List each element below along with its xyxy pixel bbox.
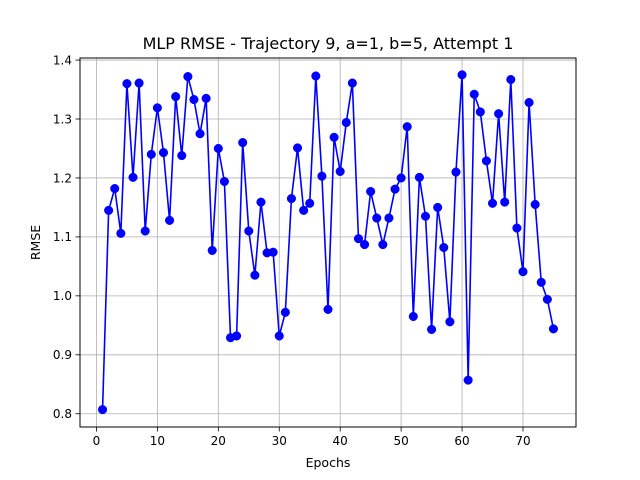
y-tick-label: 1.3	[53, 112, 72, 126]
data-point	[451, 167, 461, 177]
data-point	[146, 149, 156, 159]
y-axis-label: RMSE	[28, 225, 43, 260]
data-point	[360, 240, 370, 250]
data-point	[384, 213, 394, 223]
data-point	[475, 107, 485, 117]
data-point	[104, 205, 114, 215]
data-point	[518, 267, 528, 277]
data-point	[207, 245, 217, 256]
x-tick-label: 20	[211, 434, 226, 448]
data-point	[165, 215, 175, 225]
data-point	[457, 70, 467, 80]
data-point	[506, 74, 516, 85]
data-point	[140, 226, 150, 236]
data-point	[433, 202, 443, 212]
data-point	[512, 223, 522, 233]
data-point	[396, 173, 406, 183]
data-point	[158, 148, 169, 158]
y-tick-label: 1.1	[53, 230, 72, 244]
data-point	[494, 109, 504, 119]
data-point	[268, 247, 278, 257]
data-point	[500, 197, 510, 207]
data-point	[390, 184, 400, 194]
data-point	[305, 198, 315, 208]
data-point	[427, 324, 437, 334]
data-point	[299, 205, 309, 215]
plot-frame	[79, 57, 577, 428]
x-tick-label: 10	[150, 434, 165, 448]
grid	[80, 58, 576, 427]
y-tick-label: 1.2	[53, 171, 72, 185]
data-point	[171, 92, 181, 102]
chart-title: MLP RMSE - Trajectory 9, a=1, b=5, Attem…	[143, 34, 514, 53]
data-point	[110, 184, 120, 194]
data-point	[152, 103, 162, 113]
data-point	[366, 186, 376, 197]
data-point	[311, 71, 321, 81]
data-point	[408, 311, 418, 322]
data-point	[420, 211, 431, 221]
data-point	[317, 171, 327, 181]
data-point	[244, 226, 254, 236]
data-point	[530, 199, 540, 210]
data-point	[414, 172, 424, 182]
y-axis: 0.8 0.9 1.0 1.1 1.2 1.3 1.4	[53, 53, 80, 421]
data-point	[542, 294, 552, 304]
data-point	[402, 122, 412, 132]
data-point	[445, 317, 455, 327]
data-point	[232, 331, 242, 341]
series-points	[97, 70, 559, 415]
x-tick-label: 50	[393, 434, 408, 448]
data-point	[213, 143, 223, 154]
data-point	[116, 228, 126, 238]
data-point	[286, 194, 296, 204]
data-point	[353, 234, 364, 244]
data-point	[335, 166, 345, 177]
data-point	[122, 79, 132, 89]
data-point	[329, 132, 339, 142]
data-point	[134, 78, 144, 88]
data-point	[372, 213, 382, 223]
data-point	[219, 176, 229, 187]
data-point	[347, 78, 357, 88]
y-tick-label: 0.9	[53, 348, 72, 362]
data-point	[524, 97, 534, 108]
data-point	[201, 93, 211, 103]
x-tick-label: 70	[515, 434, 530, 448]
data-point	[128, 172, 138, 182]
data-point	[439, 242, 449, 253]
x-tick-label: 60	[454, 434, 469, 448]
data-point	[481, 156, 491, 166]
data-point	[238, 138, 248, 148]
data-point	[195, 129, 205, 139]
y-tick-label: 1.4	[53, 53, 72, 67]
data-point	[378, 240, 388, 250]
y-tick-label: 0.8	[53, 407, 72, 421]
data-point	[487, 198, 498, 208]
data-point	[250, 270, 260, 280]
data-point	[469, 89, 479, 99]
data-point	[189, 95, 199, 105]
x-tick-label: 40	[333, 434, 348, 448]
data-point	[97, 405, 108, 415]
data-point	[177, 151, 187, 161]
x-axis: 0 10 20 30 40 50 60 70	[93, 427, 531, 448]
data-point	[341, 117, 351, 128]
data-point	[463, 375, 473, 385]
data-point	[280, 307, 290, 317]
data-point	[256, 197, 266, 207]
data-point	[548, 324, 559, 334]
x-tick-label: 30	[272, 434, 287, 448]
data-point	[292, 143, 303, 153]
x-axis-label: Epochs	[306, 455, 351, 470]
data-point	[183, 72, 193, 82]
y-tick-label: 1.0	[53, 289, 72, 303]
data-point	[274, 331, 284, 341]
data-point	[536, 277, 546, 287]
data-point	[323, 304, 333, 314]
x-tick-label: 0	[93, 434, 101, 448]
